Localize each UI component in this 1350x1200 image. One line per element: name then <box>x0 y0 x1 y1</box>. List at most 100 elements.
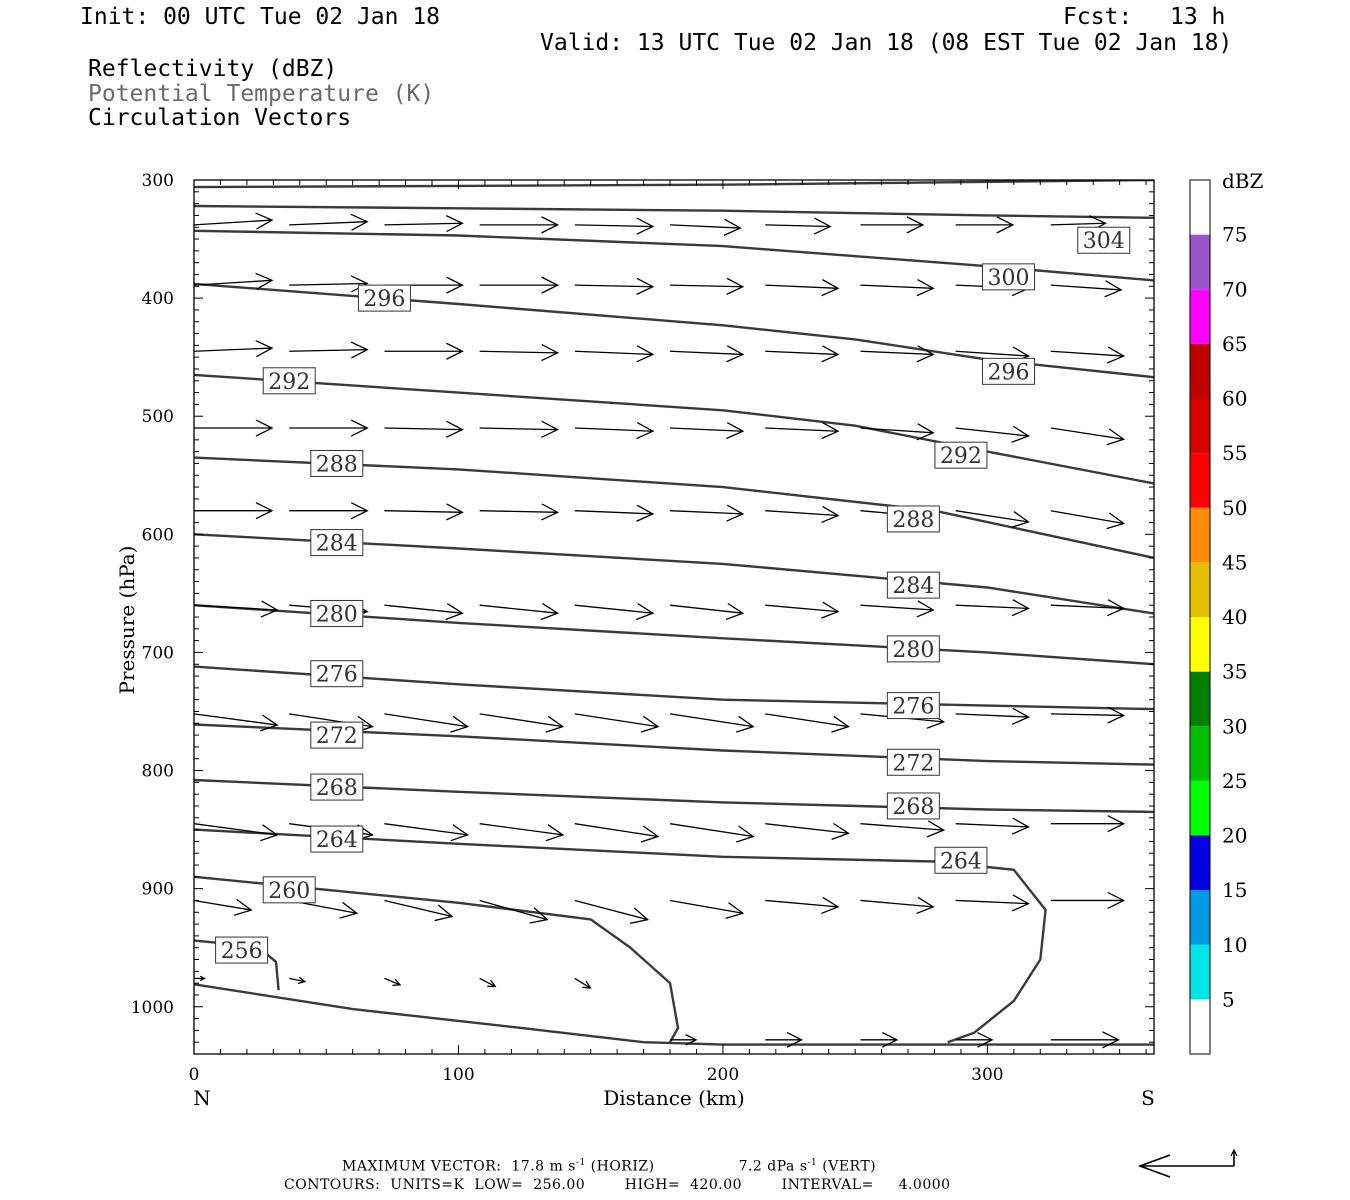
wind-vector <box>765 1031 804 1048</box>
wind-vector <box>289 341 369 359</box>
field-reflectivity: Reflectivity (dBZ) <box>88 56 338 82</box>
isentrope-300 <box>194 229 1154 282</box>
wind-vector <box>479 823 565 842</box>
wind-vector <box>669 823 755 843</box>
contour-label-264: 264 <box>310 825 364 853</box>
wind-vector <box>765 822 850 841</box>
y-tick-label: 300 <box>142 171 174 191</box>
contour-label-text: 284 <box>316 532 358 557</box>
forecast-hour: 13 h <box>1170 4 1226 30</box>
y-tick-label: 900 <box>142 880 174 900</box>
isentrope-264 <box>194 828 1047 1044</box>
isentrope-252 <box>194 983 1154 1046</box>
wind-vector <box>574 504 655 522</box>
wind-vector <box>194 419 274 437</box>
wind-vector <box>1050 510 1126 530</box>
colorbar-swatch <box>1190 944 1210 1000</box>
wind-vector <box>765 421 840 440</box>
wind-vector <box>955 599 1030 617</box>
contour-label-272: 272 <box>886 748 940 776</box>
y-tick-label: 600 <box>142 525 174 545</box>
wind-vector <box>194 502 274 520</box>
colorbar-level-label: 40 <box>1222 605 1247 629</box>
isentrope-268 <box>194 778 1154 814</box>
wind-vector <box>860 820 946 838</box>
wind-vector <box>670 218 742 236</box>
wind-vector <box>479 343 560 362</box>
wind-vector <box>479 713 565 733</box>
wind-vector <box>1050 815 1126 833</box>
isentrope-280 <box>194 604 1154 666</box>
wind-vector <box>669 602 745 621</box>
contour-label-272: 272 <box>310 721 364 749</box>
wind-vector <box>289 976 307 985</box>
wind-vector <box>669 713 755 733</box>
y-tick-label: 1000 <box>131 998 174 1018</box>
wind-vector <box>670 1034 698 1046</box>
wind-vector <box>765 896 840 915</box>
wind-vector <box>955 1031 994 1048</box>
wind-vector <box>574 217 655 235</box>
wind-vector <box>384 977 402 987</box>
isentrope-272 <box>194 723 1154 766</box>
wind-vector <box>289 275 369 293</box>
wind-vector <box>1050 427 1126 446</box>
wind-vector <box>669 899 745 919</box>
wind-vector <box>765 345 840 363</box>
isentrope-276 <box>194 665 1154 711</box>
contour-label-text: 296 <box>363 287 405 312</box>
wind-vector <box>194 212 274 230</box>
colorbar-swatch <box>1190 343 1210 399</box>
contour-label-text: 284 <box>892 574 934 599</box>
x-tick-label: 100 <box>442 1065 474 1085</box>
colorbar-swatch <box>1190 617 1210 672</box>
contour-label-text: 280 <box>316 602 358 627</box>
max-vector-line: MAXIMUM VECTOR: 17.8 m s-1 (HORIZ) 7.2 dP… <box>342 1158 877 1175</box>
colorbar-swatch <box>1190 507 1210 563</box>
isentrope-260 <box>194 875 680 1043</box>
colorbar-level-label: 10 <box>1222 933 1247 957</box>
colorbar-level-label: 70 <box>1222 277 1247 301</box>
y-tick-label: 400 <box>142 289 174 309</box>
y-tick-label: 800 <box>142 762 174 782</box>
contour-label-276: 276 <box>310 660 364 688</box>
colorbar-swatch <box>1190 398 1210 454</box>
colorbar-level-label: 30 <box>1222 714 1247 738</box>
contour-label-text: 260 <box>268 879 310 904</box>
wind-vector <box>1050 1031 1120 1049</box>
colorbar-level-label: 65 <box>1222 332 1247 356</box>
contour-label-text: 292 <box>940 444 982 469</box>
colorbar-swatch <box>1190 890 1210 945</box>
wind-vector <box>1050 599 1126 617</box>
wind-vector <box>194 898 253 916</box>
wind-vector <box>479 899 549 924</box>
wind-vector <box>384 713 470 733</box>
contour-label-text: 288 <box>316 452 358 477</box>
y-tick-label: 700 <box>142 643 174 663</box>
contour-label-text: 300 <box>988 266 1030 291</box>
colorbar-swatch <box>1190 726 1210 781</box>
wind-vector <box>574 422 655 440</box>
wind-vector <box>574 603 655 621</box>
wind-vector <box>670 504 745 522</box>
contour-label-304: 304 <box>1077 226 1131 254</box>
wind-vector <box>955 817 1030 835</box>
contour-label-text: 268 <box>316 776 358 801</box>
wind-vector <box>384 215 464 233</box>
contour-label-264: 264 <box>934 846 988 874</box>
contour-label-300: 300 <box>982 263 1036 291</box>
wind-vector <box>574 977 592 989</box>
contour-label-268: 268 <box>886 792 940 820</box>
wind-vector <box>289 502 369 520</box>
wind-vector <box>765 279 840 297</box>
wind-vector <box>384 603 464 621</box>
colorbar-level-label: 75 <box>1222 223 1247 247</box>
wind-vector <box>574 713 660 733</box>
wind-vector <box>479 977 497 988</box>
wind-vector <box>194 713 279 732</box>
isentrope-284 <box>194 533 1154 615</box>
x-axis-label: Distance (km) <box>603 1086 745 1110</box>
wind-vector <box>479 276 560 294</box>
wind-vector <box>574 345 655 363</box>
colorbar-units: dBZ <box>1222 169 1264 193</box>
